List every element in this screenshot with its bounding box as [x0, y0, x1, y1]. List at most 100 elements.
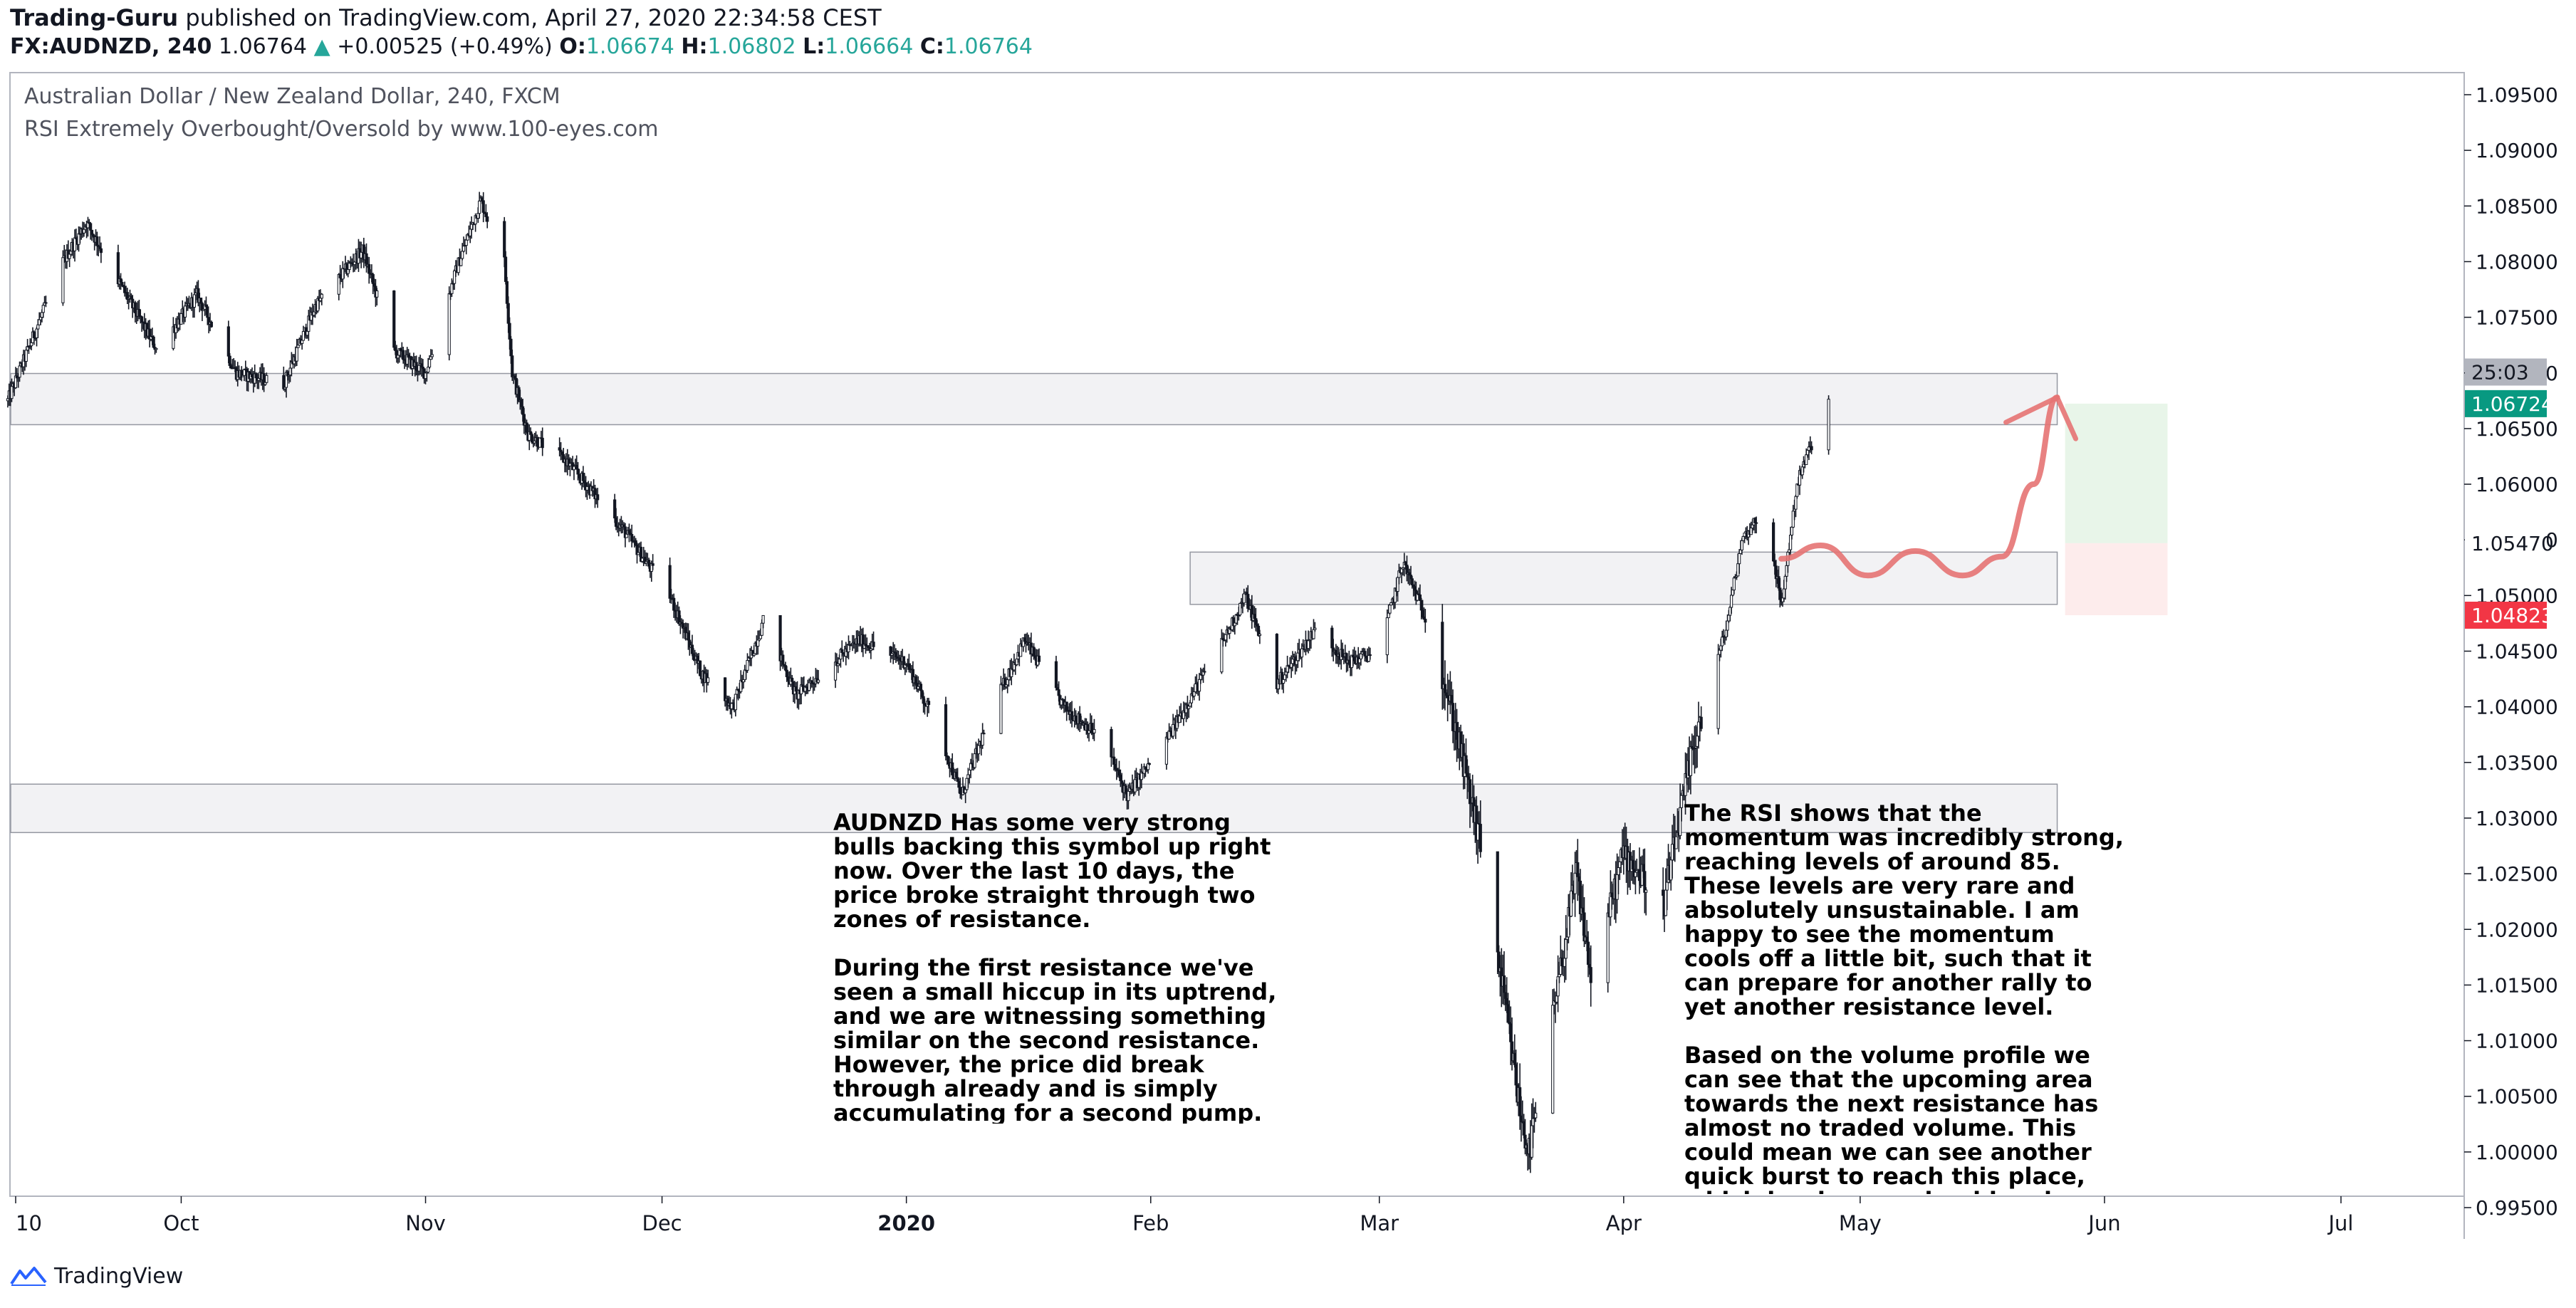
- candle-body: [36, 324, 40, 330]
- time-axis[interactable]: 10 Oct Nov Dec 2020 Feb Mar Apr May Jun Jul: [15, 1196, 2354, 1235]
- open-label: O:: [559, 34, 586, 59]
- plot-area[interactable]: [9, 72, 2465, 1197]
- candle-body: [226, 326, 230, 357]
- candle-body: [1534, 1112, 1538, 1119]
- resistance-zone-1[interactable]: [10, 372, 2058, 426]
- time-tick-label: Mar: [1360, 1211, 1399, 1235]
- published-text: published on TradingView.com, April 27, …: [185, 4, 882, 31]
- projection-arrow[interactable]: [1778, 394, 2079, 579]
- price-tick-label: 1.06000: [2476, 473, 2558, 496]
- candle-body: [375, 290, 379, 298]
- candle-body: [478, 200, 481, 214]
- author-name[interactable]: Trading-Guru: [10, 4, 179, 31]
- candle-body: [1674, 836, 1678, 849]
- tradingview-footer[interactable]: TradingView: [10, 1260, 183, 1292]
- price-tick-label: 1.01500: [2476, 973, 2558, 997]
- last-price: 1.06764: [218, 34, 308, 59]
- tradingview-brand: TradingView: [54, 1263, 184, 1289]
- open-value: 1.06674: [585, 34, 674, 59]
- candle-body: [1037, 655, 1041, 662]
- resistance-zone-2[interactable]: [1189, 551, 2058, 605]
- candle-body: [206, 306, 209, 318]
- candle-body: [959, 787, 962, 795]
- candle-body: [99, 248, 103, 253]
- price-tick-label: 1.08500: [2476, 194, 2558, 218]
- tradingview-logo-icon: [10, 1267, 47, 1286]
- candle-body: [1699, 716, 1703, 729]
- candle-body: [95, 236, 99, 246]
- candle-body: [840, 649, 844, 653]
- position-stop-area[interactable]: [2065, 543, 2168, 616]
- current-price-label-bg: [2465, 389, 2547, 417]
- resistance-zone-3[interactable]: [10, 783, 2058, 834]
- right-note[interactable]: The RSI shows that the momentum was incr…: [1684, 801, 2124, 1194]
- candle-body: [791, 677, 794, 682]
- candle-body: [1093, 728, 1096, 733]
- candle-body: [301, 340, 304, 344]
- ohlc-header: FX:AUDNZD, 240 1.06764 ▲ +0.00525 (+0.49…: [10, 34, 1033, 59]
- price-tick-label: 1.01000: [2476, 1030, 2558, 1053]
- price-tick-label: 1.06500: [2476, 417, 2558, 441]
- time-tick-label: Oct: [163, 1211, 199, 1235]
- candle-body: [1732, 577, 1736, 591]
- countdown-label-bg: [2465, 358, 2547, 386]
- low-label: L:: [803, 34, 825, 59]
- left-note[interactable]: AUDNZD Has some very strong bulls backin…: [833, 810, 1277, 1124]
- series-legend[interactable]: Australian Dollar / New Zealand Dollar, …: [24, 84, 560, 109]
- candle-body: [625, 533, 628, 538]
- symbol-label[interactable]: FX:AUDNZD, 240: [10, 34, 212, 59]
- projection-curve[interactable]: [1778, 394, 2060, 579]
- candle-body: [427, 359, 432, 368]
- candle-body: [486, 216, 489, 222]
- candle-body: [927, 701, 931, 706]
- candle-body: [464, 239, 468, 246]
- time-tick-label: Apr: [1606, 1211, 1642, 1235]
- candle-body: [209, 321, 213, 328]
- price-tick-label: 1.09500: [2476, 83, 2558, 107]
- candle-body: [1729, 595, 1733, 608]
- position-target-area[interactable]: [2065, 403, 2168, 543]
- price-tick-label: 0.99500: [2476, 1196, 2558, 1220]
- stop-price-label: 1.04823: [2471, 604, 2554, 627]
- time-tick-label: Dec: [642, 1211, 682, 1235]
- candle-body: [481, 200, 485, 213]
- candle-body: [392, 290, 396, 348]
- candle-body: [944, 704, 948, 757]
- candle-body: [578, 474, 581, 478]
- candle-body: [1110, 728, 1113, 758]
- candle-body: [596, 494, 600, 501]
- candle-body: [1258, 634, 1261, 637]
- candle-body: [296, 345, 300, 348]
- publish-header: Trading-Guru published on TradingView.co…: [10, 4, 882, 31]
- price-change: +0.00525 (+0.49%): [337, 34, 553, 59]
- price-tick-label: 1.04500: [2476, 640, 2558, 664]
- candle-body: [24, 350, 28, 362]
- indicator-legend[interactable]: RSI Extremely Overbought/Oversold by www…: [24, 117, 659, 142]
- entry-price-label: 1.05470: [2471, 532, 2554, 555]
- time-tick-label: May: [1839, 1211, 1882, 1235]
- candle-body: [816, 679, 820, 683]
- candle-body: [541, 437, 544, 449]
- candle-body: [1551, 1005, 1555, 1114]
- price-axis[interactable]: 1.095001.090001.085001.080001.075001.070…: [2464, 83, 2558, 1220]
- resistance-zones: [10, 372, 2058, 834]
- candle-body: [1410, 578, 1414, 585]
- candle-body: [1810, 446, 1813, 451]
- high-label: H:: [681, 34, 708, 59]
- candle-body: [1242, 593, 1246, 604]
- time-tick-label: 10: [16, 1211, 42, 1235]
- candle-body: [1573, 872, 1577, 894]
- candle-body: [1388, 605, 1392, 614]
- countdown-label: 25:03: [2471, 361, 2529, 384]
- time-tick-label: Jul: [2327, 1211, 2354, 1235]
- candle-body: [1795, 483, 1799, 497]
- price-tick-label: 1.00500: [2476, 1085, 2558, 1109]
- stop-price-label-bg: [2465, 602, 2547, 629]
- price-tick-label: 1.09000: [2476, 139, 2558, 162]
- candle-body: [1738, 553, 1741, 565]
- long-position-tool[interactable]: [2065, 403, 2168, 616]
- price-axis-labels: 25:03 1.06724 1.05470 1.04823: [2465, 358, 2554, 629]
- close-value: 1.06764: [944, 34, 1033, 59]
- candle-body: [1054, 661, 1058, 689]
